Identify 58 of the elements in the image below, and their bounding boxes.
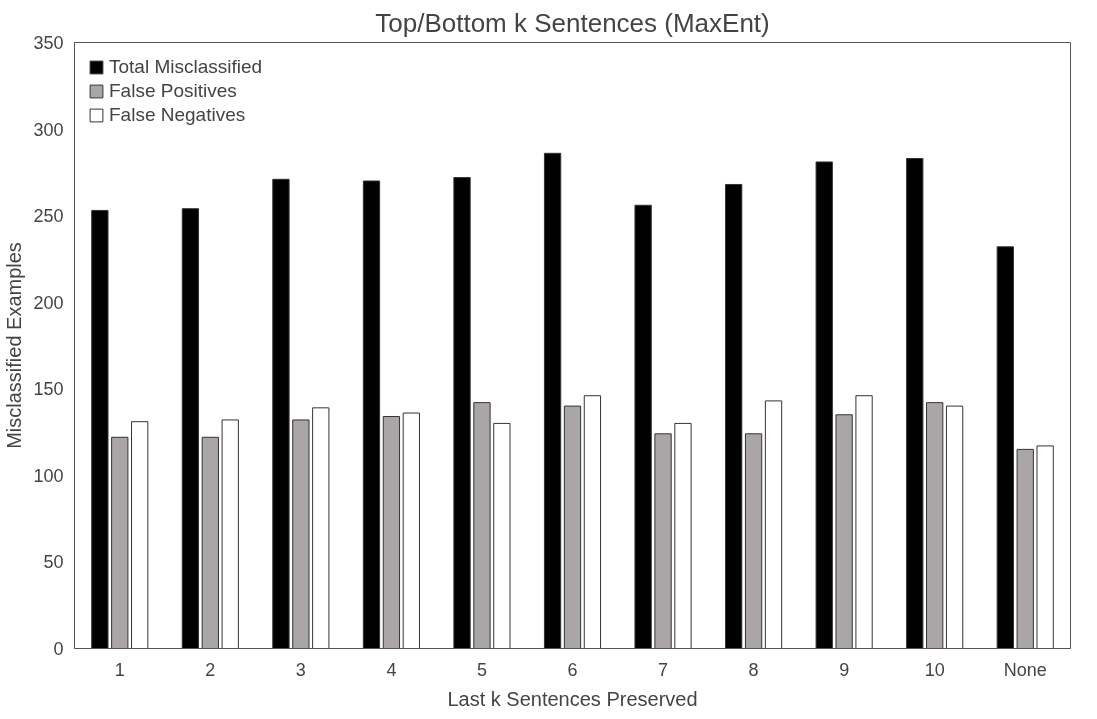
bar	[201, 436, 219, 649]
bar	[473, 402, 491, 649]
y-tick-label: 50	[43, 552, 64, 573]
bar	[835, 414, 853, 649]
x-tick-label: None	[1003, 659, 1047, 680]
y-axis-title: Misclassified Examples	[3, 242, 26, 449]
bar	[563, 405, 582, 649]
y-tick-label: 100	[33, 465, 64, 486]
bar	[764, 400, 783, 649]
bar	[272, 178, 290, 649]
x-tick-label: 8	[748, 659, 759, 680]
bar	[543, 152, 562, 649]
x-tick-label: 6	[567, 659, 578, 680]
y-tick-label: 200	[33, 292, 64, 313]
bar	[906, 158, 924, 649]
bar	[91, 209, 109, 649]
bar	[453, 177, 471, 649]
bar	[674, 422, 692, 649]
bar	[654, 433, 672, 649]
bar	[402, 412, 420, 649]
y-tick-label: 300	[33, 119, 64, 140]
bar	[131, 421, 149, 649]
legend-label: False Positives	[109, 80, 237, 102]
bar	[292, 419, 310, 649]
legend-label: False Negatives	[109, 104, 246, 126]
bar	[1036, 445, 1054, 649]
bar	[926, 402, 944, 649]
bar	[181, 208, 200, 649]
y-tick-label: 250	[33, 206, 64, 227]
chart-title: Top/Bottom k Sentences (MaxEnt)	[375, 7, 770, 38]
x-tick-label: 7	[658, 659, 669, 680]
bar	[221, 419, 239, 649]
y-tick-label: 0	[53, 639, 64, 659]
bar	[362, 180, 381, 649]
legend-label: Total Misclassified	[109, 56, 263, 78]
x-tick-label: 2	[205, 659, 216, 680]
x-axis-title: Last k Sentences Preserved	[447, 687, 698, 710]
bar	[815, 161, 833, 649]
bar	[382, 415, 401, 649]
bar	[1016, 448, 1034, 649]
bar	[996, 246, 1014, 649]
bar	[634, 204, 652, 649]
x-tick-label: 5	[476, 659, 487, 680]
x-tick-label: 4	[386, 659, 397, 680]
x-tick-label: 9	[839, 659, 850, 680]
x-tick-label: 1	[114, 659, 125, 680]
bar	[583, 395, 602, 649]
y-tick-label: 350	[33, 33, 64, 53]
x-tick-label: 10	[924, 659, 945, 680]
x-tick-label: 3	[295, 659, 306, 680]
y-tick-label: 150	[33, 379, 64, 400]
bar	[725, 183, 743, 649]
bar	[945, 405, 964, 649]
bar	[855, 395, 873, 649]
bar	[744, 433, 763, 649]
bar	[493, 422, 511, 649]
bar	[111, 436, 129, 649]
bar	[312, 407, 330, 649]
